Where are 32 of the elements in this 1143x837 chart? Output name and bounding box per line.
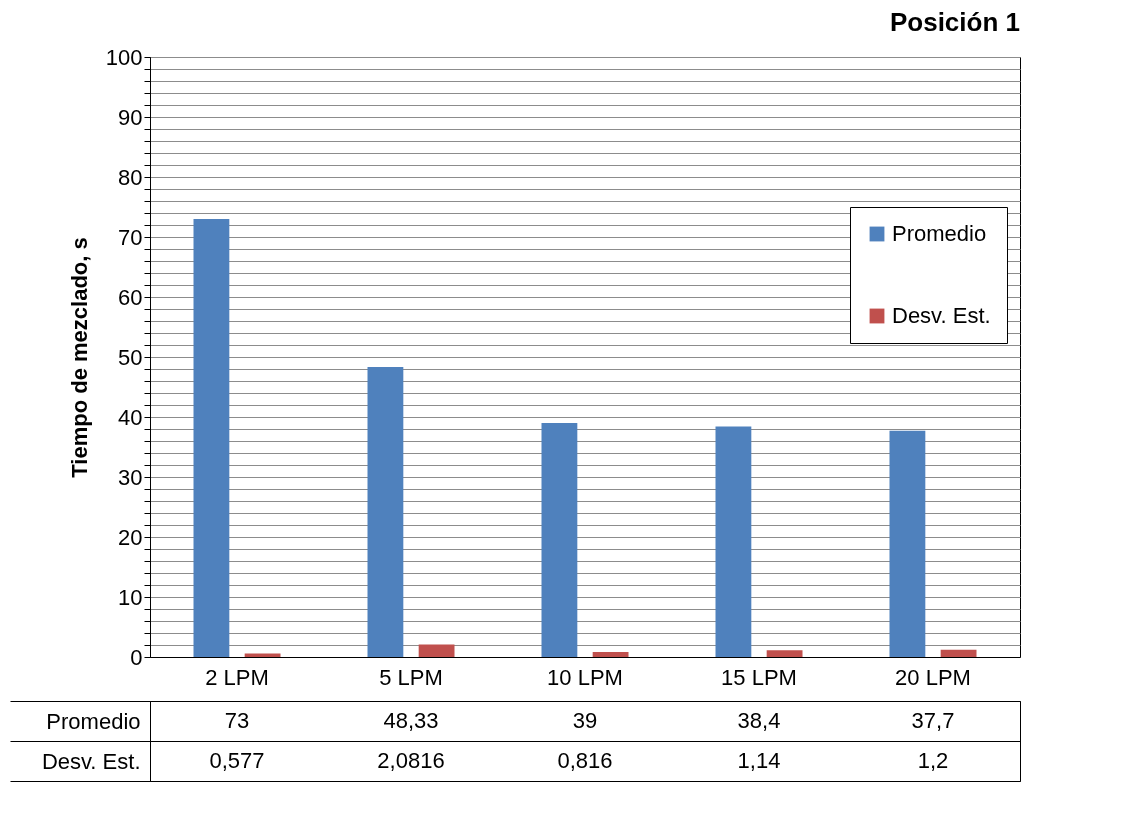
y-axis-title: Tiempo de mezclado, s	[66, 237, 92, 478]
data-label: 73	[224, 708, 250, 733]
y-tick-label: 60	[118, 284, 143, 310]
y-tick-label: 10	[118, 584, 143, 610]
legend-label: Promedio	[892, 221, 987, 246]
data-label: 0,577	[209, 748, 265, 773]
y-tick-label: 0	[130, 644, 143, 670]
x-tick-label: 15 LPM	[721, 664, 797, 690]
data-label: 37,7	[911, 708, 955, 733]
data-label: 2,0816	[377, 748, 445, 773]
x-tick-label: 20 LPM	[895, 664, 971, 690]
data-label: 0,816	[557, 748, 613, 773]
text: Promedio	[46, 708, 141, 734]
chart-title: Posición 1	[889, 6, 1020, 37]
x-tick-label: 5 LPM	[379, 664, 443, 690]
y-tick-label: 20	[118, 524, 143, 550]
y-tick-label: 50	[118, 344, 143, 370]
data-label: 1,14	[737, 748, 781, 773]
data-label: 48,33	[383, 708, 439, 733]
y-tick-label: 70	[118, 224, 143, 250]
y-tick-label: 30	[118, 464, 143, 490]
y-tick-label: 90	[118, 104, 143, 130]
y-tick-label: 80	[118, 164, 143, 190]
x-tick-label: 2 LPM	[205, 664, 269, 690]
y-tick-label: 100	[105, 44, 143, 70]
data-label: 1,2	[917, 748, 949, 773]
data-label: 39	[572, 708, 598, 733]
legend-label: Desv. Est.	[892, 303, 991, 328]
x-tick-label: 10 LPM	[547, 664, 623, 690]
text: Desv. Est.	[41, 748, 141, 774]
y-tick-label: 40	[118, 404, 143, 430]
data-label: 38,4	[737, 708, 781, 733]
